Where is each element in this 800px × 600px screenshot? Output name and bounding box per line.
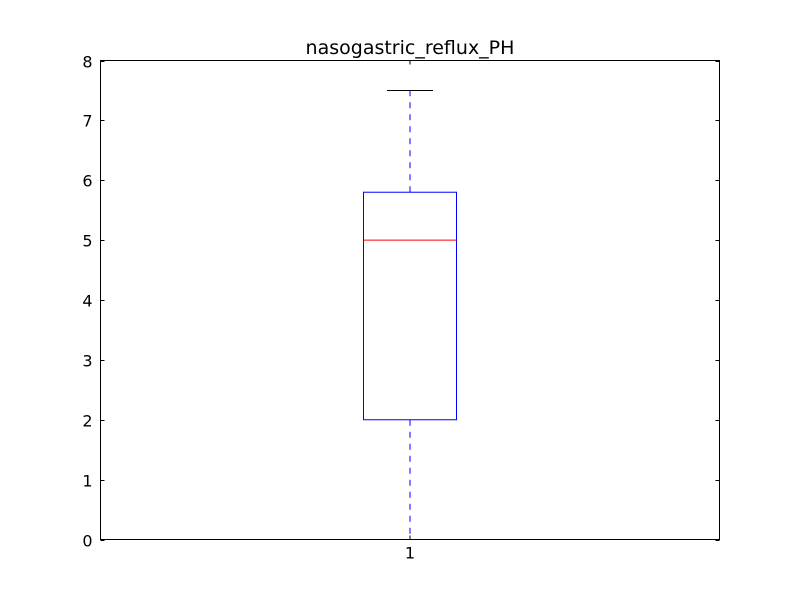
chart-title: nasogastric_reflux_PH — [306, 37, 515, 59]
y-tick-label: 0 — [82, 532, 92, 551]
y-tick-label: 6 — [82, 172, 92, 191]
y-axis: 0 1 2 3 4 5 6 7 8 — [82, 53, 720, 551]
y-tick-label: 4 — [82, 292, 92, 311]
y-tick-label: 7 — [82, 112, 92, 131]
y-tick-label: 5 — [82, 232, 92, 251]
y-tick-label: 8 — [82, 53, 92, 72]
y-tick-label: 3 — [82, 352, 92, 371]
plot-marks — [363, 89, 457, 540]
x-axis: 1 — [405, 60, 415, 563]
iqr-box — [363, 191, 457, 421]
plot-frame — [100, 60, 720, 540]
y-tick-label: 2 — [82, 412, 92, 431]
y-tick-label: 1 — [82, 472, 92, 491]
x-tick-label: 1 — [405, 544, 415, 563]
